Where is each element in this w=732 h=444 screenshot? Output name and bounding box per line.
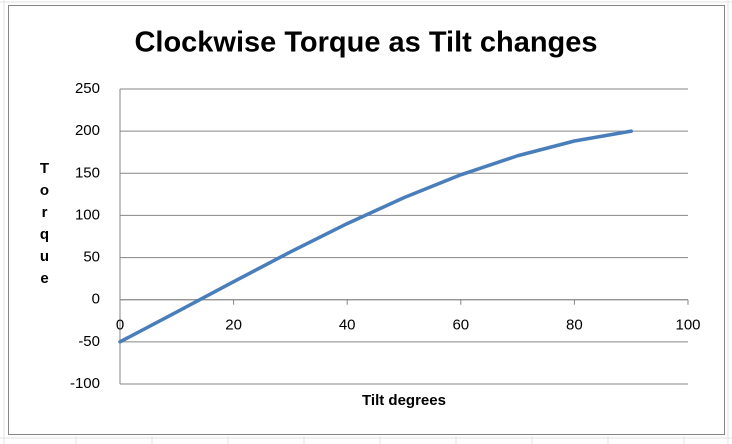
x-axis-title: Tilt degrees xyxy=(362,392,446,409)
y-tick-label: 250 xyxy=(75,80,100,97)
chart-title: Clockwise Torque as Tilt changes xyxy=(134,27,597,59)
chart-border xyxy=(8,5,725,435)
line-series xyxy=(118,129,633,344)
y-tick-label: 0 xyxy=(92,291,100,308)
x-tick-label: 20 xyxy=(225,317,242,334)
y-tick-label: -100 xyxy=(70,375,100,392)
x-tick-label: 60 xyxy=(452,317,469,334)
y-tick-label: 100 xyxy=(75,206,100,223)
x-tick-label: 80 xyxy=(566,317,583,334)
y-tick-label: 150 xyxy=(75,164,100,181)
y-tick-label: 50 xyxy=(83,249,100,266)
y-tick-label: -50 xyxy=(78,333,100,350)
y-axis-title: Torque xyxy=(36,160,53,292)
x-tick-label: 0 xyxy=(116,317,124,334)
y-tick-label: 200 xyxy=(75,122,100,139)
x-tick-label: 100 xyxy=(675,317,700,334)
x-tick-label: 40 xyxy=(339,317,356,334)
